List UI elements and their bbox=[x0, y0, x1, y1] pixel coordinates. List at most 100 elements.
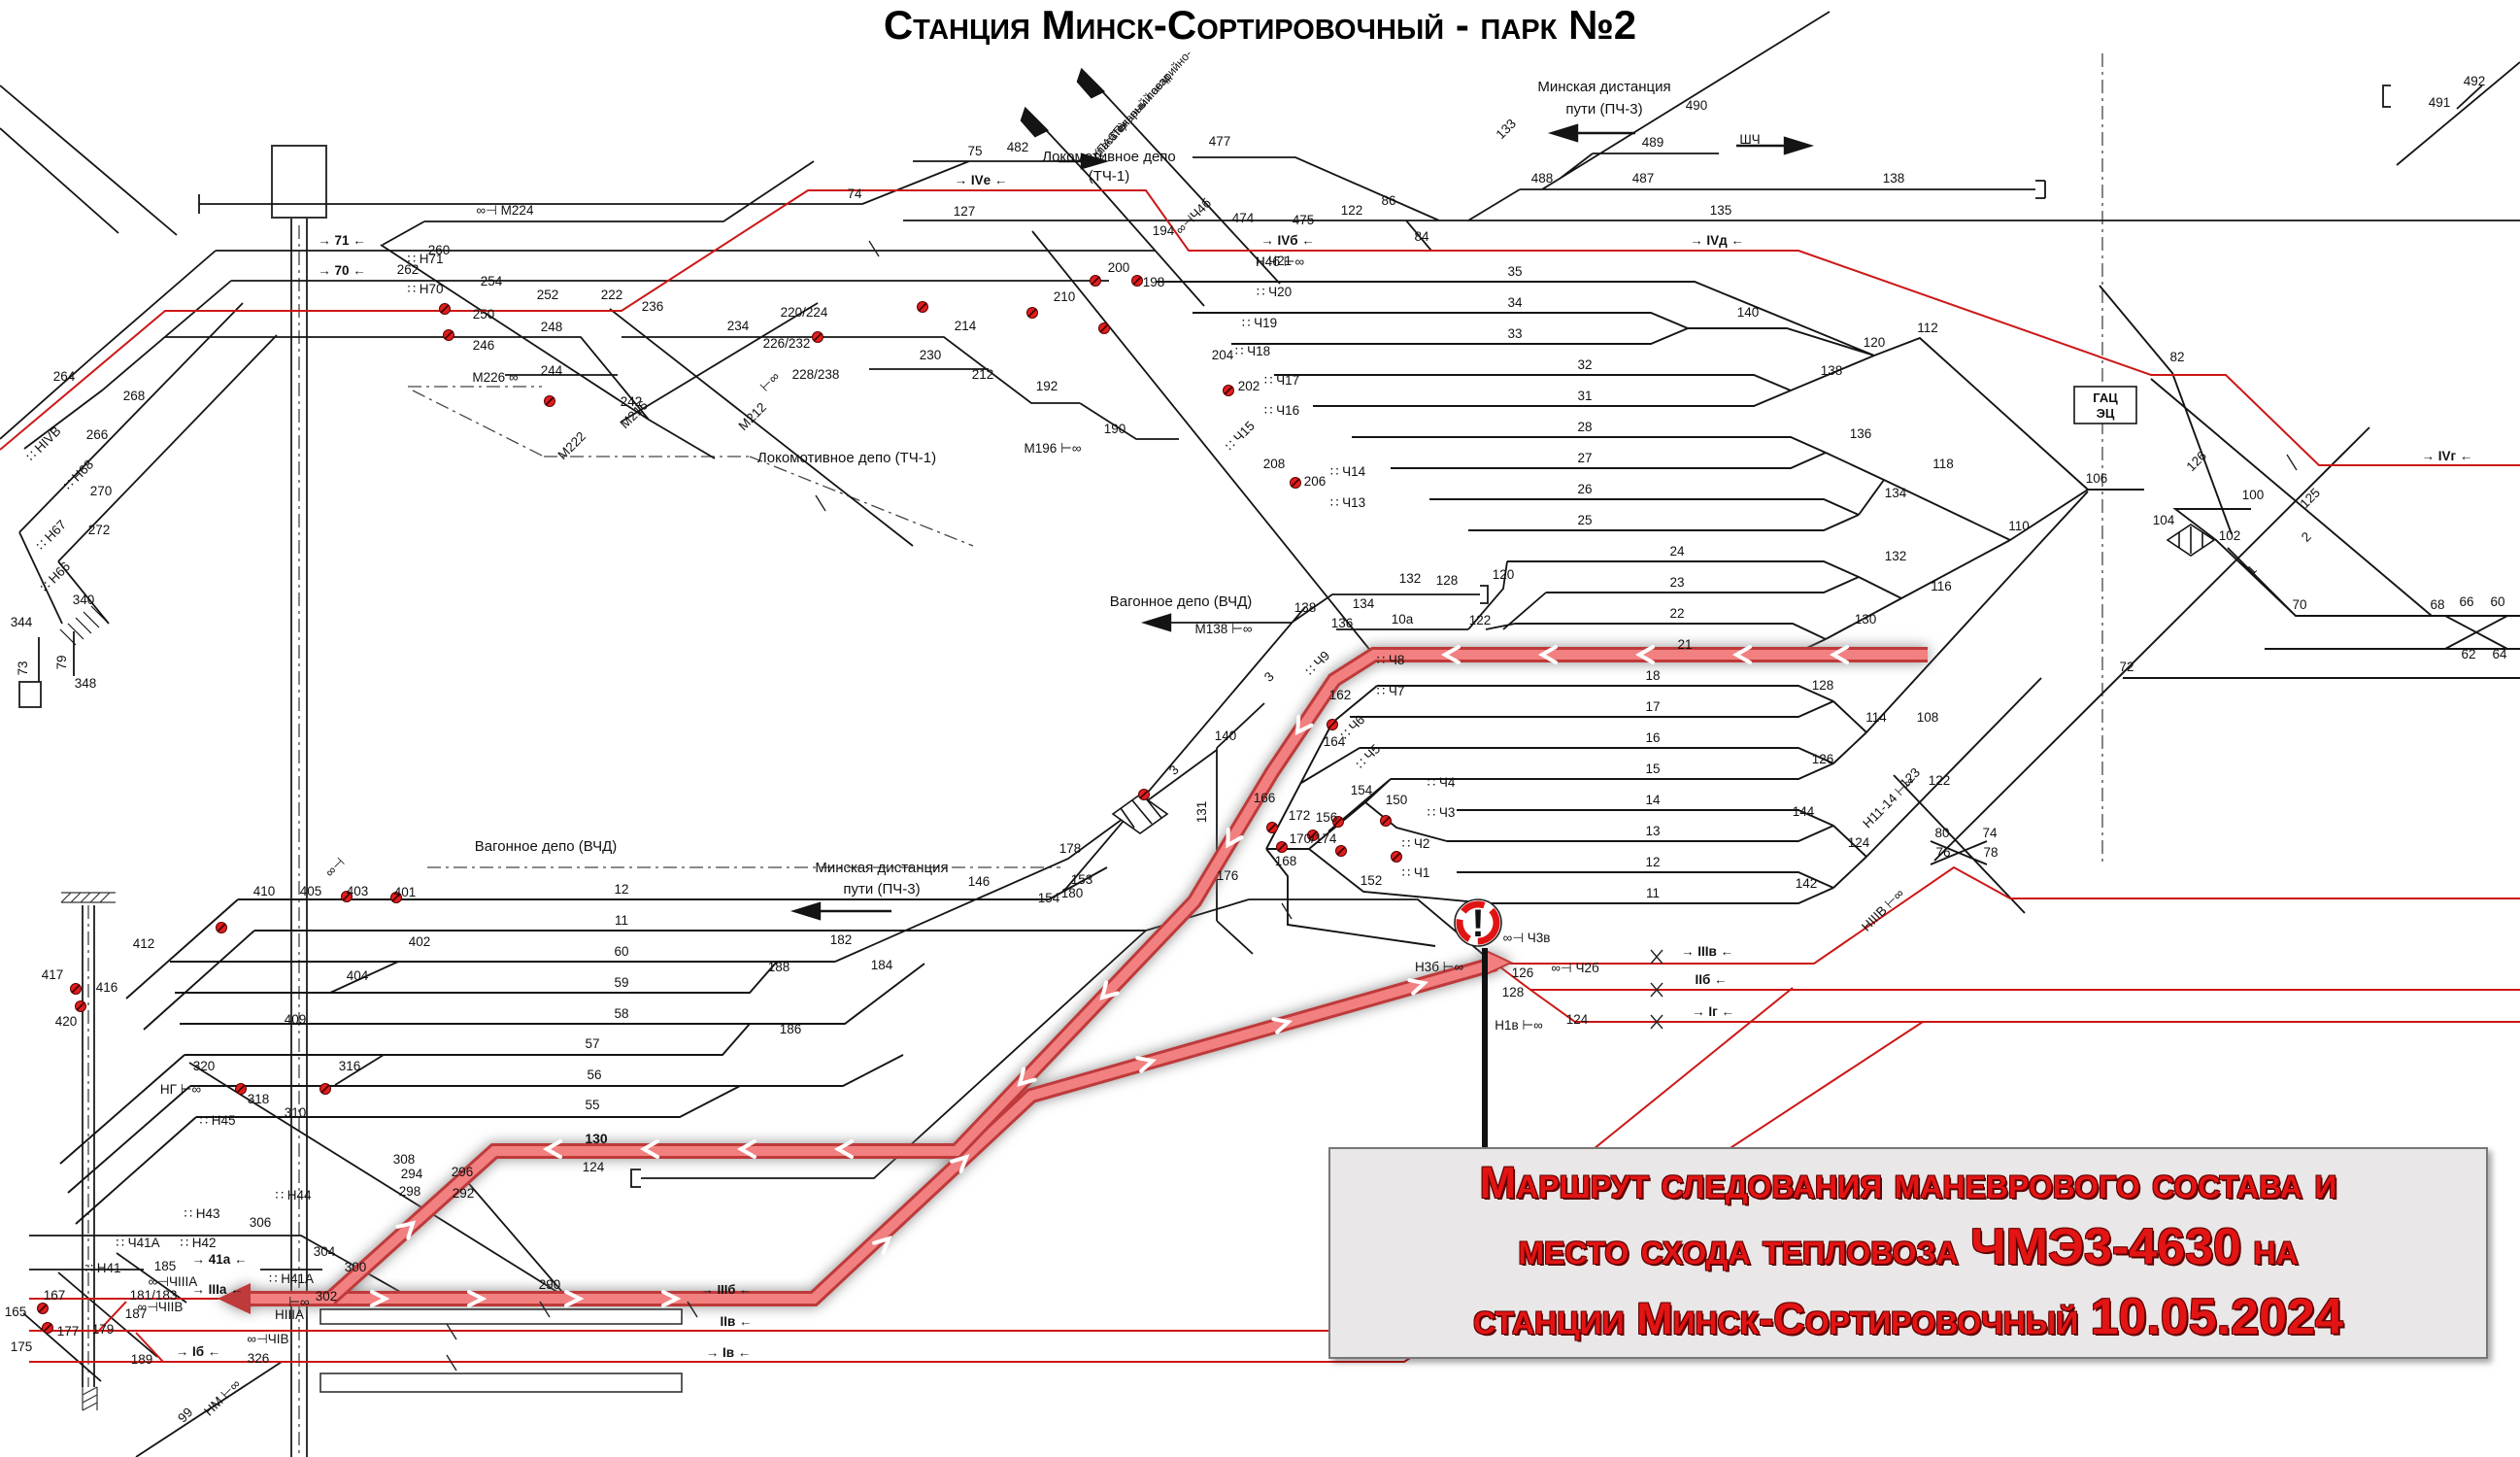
diagram-label: 214 bbox=[955, 319, 977, 333]
diagram-label: 125 bbox=[2298, 486, 2324, 512]
diagram-label: 316 bbox=[339, 1059, 361, 1073]
diagram-label: 146 bbox=[968, 874, 991, 889]
diagram-label: 290 bbox=[539, 1277, 561, 1292]
diagram-label: → ІІІв ← bbox=[1681, 944, 1733, 959]
diagram-label: 304 bbox=[314, 1244, 336, 1259]
diagram-label: 491 bbox=[2429, 95, 2451, 110]
diagram-label: 244 bbox=[541, 363, 563, 378]
diagram-label: → Іг ← bbox=[1692, 1004, 1734, 1019]
signal-label: ∷ Ч3 bbox=[1428, 805, 1456, 820]
signal-label: ∷ Н70 bbox=[407, 282, 443, 296]
diagram-label: 175 bbox=[11, 1339, 33, 1354]
diagram-label: 126 bbox=[1812, 752, 1834, 766]
tracks-throat-left bbox=[165, 230, 1373, 654]
occupied-dot-slash bbox=[391, 893, 401, 902]
occupied-dot-slash bbox=[1336, 846, 1346, 856]
signal-label: ∷ НІVВ bbox=[23, 424, 64, 464]
diagram-label: 180 bbox=[1061, 886, 1084, 900]
diagram-label: 409 bbox=[285, 1012, 307, 1027]
occupied-dot-slash bbox=[43, 1323, 52, 1333]
diagram-label: 128 bbox=[1436, 573, 1459, 588]
diagram-label: 306 bbox=[250, 1215, 272, 1230]
occupied-dot-slash bbox=[1381, 816, 1391, 826]
diagram-label: 154 bbox=[1351, 783, 1373, 797]
occupied-dot-slash bbox=[918, 302, 927, 312]
page-title: Станция Минск-Сортировочный - парк №2 bbox=[883, 2, 1637, 48]
tracks-topleft bbox=[0, 11, 2520, 450]
diagram-label: 186 bbox=[780, 1022, 802, 1036]
signal-label: ∷ Ч4 bbox=[1428, 775, 1456, 790]
diagram-label: Н4б ⊢∞ bbox=[1256, 254, 1305, 269]
diagram-label: 122 bbox=[1929, 773, 1951, 788]
diagram-label: 270 bbox=[90, 484, 113, 498]
diagram-label: 134 bbox=[1885, 486, 1907, 500]
diagram-label: 298 bbox=[399, 1184, 421, 1199]
diagram-label: 134 bbox=[1353, 596, 1375, 611]
signal-label: ∷ Ч9 bbox=[1302, 648, 1332, 678]
diagram-label: ГАЦ bbox=[2093, 390, 2118, 405]
signal-label: ∷ Н43 bbox=[184, 1206, 219, 1221]
diagram-label: 272 bbox=[88, 523, 111, 537]
diagram-label: → IVб ← bbox=[1260, 233, 1315, 248]
diagram-label: 55 bbox=[585, 1098, 599, 1112]
occupied-dot-slash bbox=[1132, 276, 1142, 286]
occupied-dot-slash bbox=[320, 1084, 330, 1094]
diagram-label: ∞⊣ЧІВ bbox=[247, 1332, 288, 1346]
diagram-label: 28 bbox=[1577, 420, 1592, 434]
tracks-upper-yard bbox=[1156, 281, 2520, 914]
diagram-label: 140 bbox=[1215, 728, 1237, 743]
diagram-label: 268 bbox=[123, 389, 146, 403]
platforms bbox=[319, 1308, 683, 1393]
diagram-label: 56 bbox=[587, 1067, 601, 1082]
diagram-label: 198 bbox=[1143, 275, 1165, 289]
diagram-label: 250 bbox=[473, 307, 495, 322]
diagram-label: ∞⊣ М224 bbox=[477, 203, 534, 218]
diagram-label: 340 bbox=[73, 593, 95, 607]
diagram-label: 181/183 bbox=[130, 1288, 178, 1303]
diagram-label: НІІІВ ⊢∞ bbox=[1859, 886, 1907, 934]
occupied-dot-slash bbox=[1333, 817, 1343, 827]
diagram-label: 190 bbox=[1104, 422, 1126, 436]
diagram-label: 417 bbox=[42, 967, 64, 982]
signal-label: ∷ Ч7 bbox=[1377, 684, 1405, 698]
route-chevrons bbox=[370, 645, 1849, 1307]
diagram-label: 60 bbox=[614, 944, 628, 959]
diagram-label: 126 bbox=[2184, 449, 2210, 475]
signal-label: ∷ Ч8 bbox=[1377, 653, 1405, 667]
diagram-label: 27 bbox=[1577, 451, 1592, 465]
diagram-label: 177 bbox=[57, 1324, 80, 1338]
signal-label: ∷ Ч2 bbox=[1402, 836, 1430, 851]
occupied-dot-slash bbox=[38, 1304, 48, 1313]
diagram-label: 185 bbox=[154, 1259, 177, 1273]
signal-label: ∷ Ч13 bbox=[1330, 495, 1365, 510]
signal-label: ∷ Ч1 bbox=[1402, 865, 1430, 880]
diagram-label: 74 bbox=[847, 186, 862, 201]
tracks-lower-yard bbox=[1265, 491, 2089, 947]
diagram-label: 416 bbox=[96, 980, 118, 995]
diagram-label: Н1в ⊢∞ bbox=[1495, 1018, 1543, 1033]
diagram-label: 110 bbox=[2008, 519, 2030, 533]
diagram-label: → ІІІб ← bbox=[701, 1282, 752, 1297]
diagram-label: 21 bbox=[1677, 637, 1692, 652]
diagram-label: 66 bbox=[2459, 594, 2473, 609]
diagram-label: → 71 ← bbox=[318, 233, 366, 248]
signal-label: ∷ Ч16 bbox=[1264, 403, 1299, 418]
diagram-label: 300 bbox=[345, 1260, 367, 1274]
diagram-label: 136 bbox=[1850, 426, 1872, 441]
diagram-label: 488 bbox=[1531, 171, 1554, 186]
diagram-label: 246 bbox=[473, 338, 495, 353]
diagram-label: 76 bbox=[1935, 845, 1950, 860]
occupied-dot-slash bbox=[440, 304, 450, 314]
diagram-label: 72 bbox=[2119, 660, 2134, 674]
diagram-label: 262 bbox=[397, 262, 420, 277]
diagram-label: ∞⊣ЧІІІА bbox=[149, 1274, 198, 1289]
diagram-label: 120 bbox=[1493, 567, 1515, 582]
diagram-label: → Ів ← bbox=[706, 1345, 752, 1360]
diagram-label: 474 bbox=[1232, 211, 1255, 225]
signal-label: ∷ Ч19 bbox=[1242, 316, 1277, 330]
diagram-label: 118 bbox=[1932, 457, 1954, 471]
diagram-label: Н11-14 ⊢∞ bbox=[1860, 773, 1917, 830]
diagram-label: 3 bbox=[1261, 669, 1277, 685]
tracks-midleft-yard bbox=[59, 866, 1146, 1225]
